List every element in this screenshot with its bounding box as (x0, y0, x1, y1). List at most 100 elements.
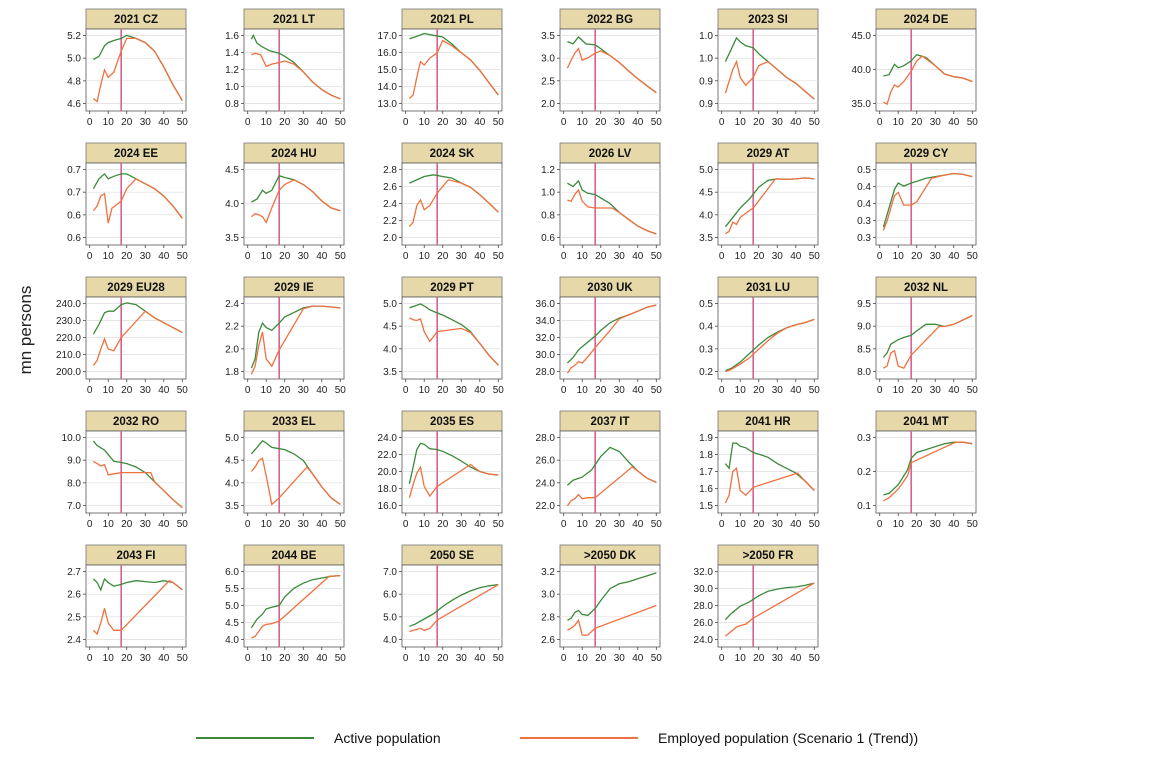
y-tick-label: 1.8 (699, 450, 713, 461)
panel-title: 2030 UK (587, 282, 633, 294)
y-tick-label: 16.0 (378, 48, 398, 59)
x-tick-label: 50 (651, 251, 663, 262)
x-tick-label: 40 (474, 385, 486, 396)
chart-panel: >2050 DK 2.6 2.8 3.0 3.2 0 10 20 30 40 50 (541, 544, 662, 664)
y-tick-label: 22.0 (536, 501, 556, 512)
x-tick-label: 20 (595, 385, 607, 396)
panel-title: 2031 LU (746, 282, 790, 294)
panel-title: 2032 RO (113, 416, 159, 428)
x-tick-label: 50 (493, 117, 505, 128)
y-tick-label: 1.7 (699, 467, 713, 478)
x-tick-label: 0 (403, 117, 409, 128)
x-tick-label: 0 (561, 251, 567, 262)
y-tick-label: 220.0 (56, 333, 81, 344)
y-tick-label: 32.0 (536, 333, 556, 344)
x-tick-label: 30 (298, 653, 310, 664)
series-employed-line (408, 463, 499, 498)
x-tick-label: 20 (753, 653, 765, 664)
plot-area (559, 564, 661, 648)
y-tick-label: 4.0 (225, 635, 239, 646)
y-tick-label: 8.0 (67, 478, 81, 489)
series-employed-line (566, 47, 657, 94)
y-tick-label: 0.7 (67, 165, 81, 176)
y-tick-label: 2.6 (541, 635, 555, 646)
y-tick-label: 4.0 (699, 210, 713, 221)
small-multiples-grid: 2021 CZ 4.6 4.8 5.0 5.2 0 10 20 30 40 50 2021 LT 0.8… (56, 8, 979, 664)
plot-area (243, 162, 345, 246)
y-tick-label: 16.0 (378, 501, 398, 512)
y-tick-label: 2.6 (67, 590, 81, 601)
chart-panel: 2024 DE 35.0 40.0 45.0 0 10 20 30 40 50 (852, 8, 979, 128)
x-tick-label: 10 (893, 117, 905, 128)
y-tick-label: 1.0 (699, 31, 713, 42)
legend-item-employed: Employed population (Scenario 1 (Trend)) (520, 726, 918, 750)
y-tick-label: 0.6 (67, 210, 81, 221)
x-tick-label: 30 (930, 385, 942, 396)
x-tick-label: 0 (403, 653, 409, 664)
y-tick-label: 0.6 (67, 233, 81, 244)
y-tick-label: 3.5 (383, 367, 397, 378)
x-tick-label: 10 (261, 519, 273, 530)
x-tick-label: 40 (948, 117, 960, 128)
x-tick-label: 30 (140, 519, 152, 530)
series-employed-line (409, 584, 499, 633)
y-tick-label: 26.0 (694, 618, 714, 629)
y-tick-label: 1.0 (699, 54, 713, 65)
x-tick-label: 50 (809, 519, 821, 530)
chart-panel: 2021 CZ 4.6 4.8 5.0 5.2 0 10 20 30 40 50 (67, 8, 188, 128)
x-tick-label: 20 (753, 117, 765, 128)
y-tick-label: 28.0 (536, 367, 556, 378)
chart-panel: 2021 LT 0.8 1.0 1.2 1.4 1.6 0 10 20 30 40 50 (225, 8, 346, 128)
chart-panel: 2030 UK 28.0 30.0 32.0 34.0 36.0 0 10 20 30 40 50 (536, 276, 662, 396)
x-tick-label: 0 (561, 519, 567, 530)
x-tick-label: 10 (103, 519, 115, 530)
x-tick-label: 0 (403, 519, 409, 530)
y-tick-label: 2.0 (225, 344, 239, 355)
y-tick-label: 4.0 (225, 478, 239, 489)
x-tick-label: 20 (121, 519, 133, 530)
y-tick-label: 2.8 (383, 165, 397, 176)
x-tick-label: 10 (419, 251, 431, 262)
y-tick-label: 3.0 (541, 54, 555, 65)
series-employed-line (566, 304, 657, 374)
series-active-line (409, 584, 499, 627)
x-tick-label: 10 (419, 653, 431, 664)
x-tick-label: 20 (279, 251, 291, 262)
panel-title: >2050 DK (584, 550, 637, 562)
x-tick-label: 40 (158, 653, 170, 664)
y-tick-label: 3.5 (699, 233, 713, 244)
y-tick-label: 2.5 (541, 76, 555, 87)
y-tick-label: 17.0 (378, 31, 398, 42)
y-tick-label: 0.1 (857, 501, 871, 512)
panel-title: 2021 CZ (114, 14, 158, 26)
y-tick-label: 2.2 (383, 216, 397, 227)
series-employed-line (883, 315, 973, 370)
x-tick-label: 50 (177, 251, 189, 262)
y-tick-label: 22.0 (378, 450, 398, 461)
x-tick-label: 50 (493, 653, 505, 664)
x-tick-label: 20 (437, 385, 449, 396)
x-tick-label: 50 (967, 117, 979, 128)
x-tick-label: 30 (456, 653, 468, 664)
x-tick-label: 40 (790, 385, 802, 396)
x-tick-label: 10 (261, 653, 273, 664)
y-tick-label: 20.0 (378, 467, 398, 478)
plot-area (85, 162, 187, 246)
y-tick-label: 45.0 (852, 31, 872, 42)
plot-area (85, 28, 187, 112)
y-tick-label: 1.6 (699, 484, 713, 495)
chart-panel: >2050 FR 24.0 26.0 28.0 30.0 32.0 0 10 20 30 40 50 (694, 544, 820, 664)
x-tick-label: 10 (893, 519, 905, 530)
legend-swatch-active (196, 737, 314, 739)
y-tick-label: 15.0 (378, 65, 398, 76)
x-tick-label: 20 (121, 117, 133, 128)
x-tick-label: 0 (403, 251, 409, 262)
x-tick-label: 40 (948, 519, 960, 530)
chart-panel: 2031 LU 0.2 0.3 0.4 0.5 0 10 20 30 40 50 (699, 276, 820, 396)
chart-panel: 2021 PL 13.0 14.0 15.0 16.0 17.0 0 10 20 30 40 50 (378, 8, 505, 128)
chart-panel: 2044 BE 4.0 4.5 5.0 5.5 6.0 0 10 20 30 40 50 (225, 544, 346, 664)
x-tick-label: 20 (911, 251, 923, 262)
panel-title: 2029 EU28 (107, 282, 165, 294)
x-tick-label: 50 (809, 117, 821, 128)
series-active-line (250, 574, 341, 629)
